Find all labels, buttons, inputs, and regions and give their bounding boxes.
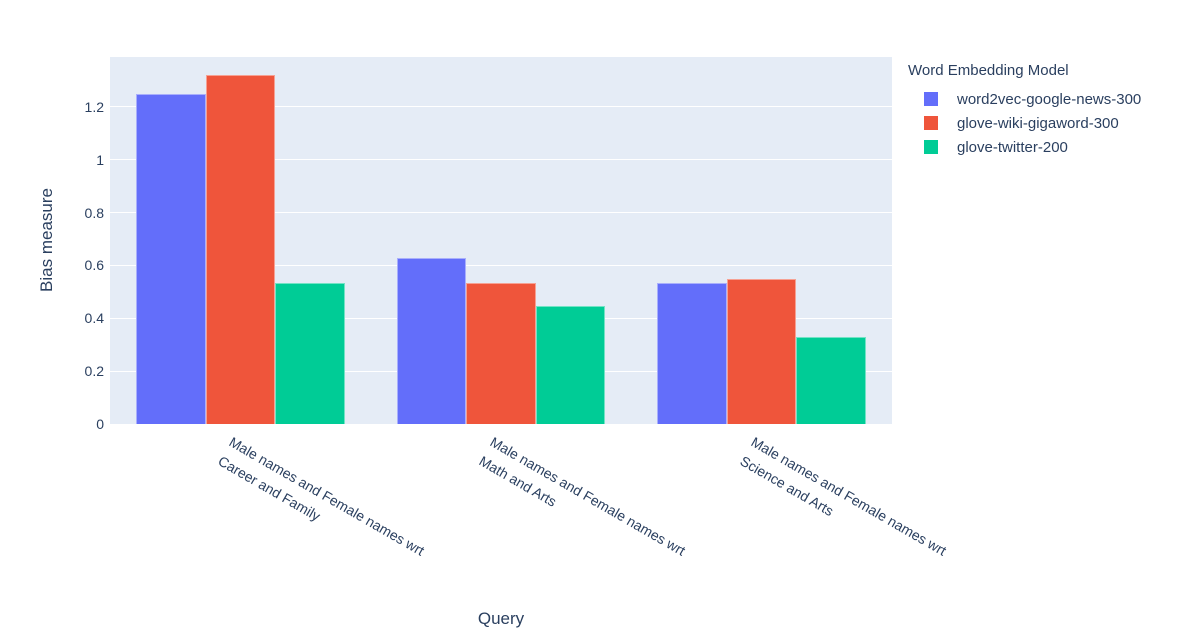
legend-item-label: glove-twitter-200	[957, 138, 1068, 156]
y-axis-title: Bias measure	[37, 188, 56, 292]
y-tick-label: 0.2	[84, 363, 104, 380]
gridline	[110, 212, 892, 214]
bar-word2vec-google-news-300-group1[interactable]	[136, 93, 206, 424]
legend-swatch-icon	[924, 92, 938, 106]
bar-word2vec-google-news-300-group3[interactable]	[657, 282, 727, 424]
legend-items: word2vec-google-news-300 glove-wiki-gigaw…	[908, 87, 1141, 159]
legend: Word Embedding Model word2vec-google-new…	[908, 62, 1141, 159]
y-tick-label: 0.8	[84, 204, 104, 221]
bar-word2vec-google-news-300-group2[interactable]	[396, 257, 467, 424]
y-tick-label: 0.4	[84, 310, 104, 327]
legend-item-label: word2vec-google-news-300	[957, 90, 1142, 108]
x-tick-label: Male names and Female names wrt Science a…	[737, 433, 949, 559]
legend-swatch-icon	[924, 140, 938, 154]
gridline	[110, 106, 892, 108]
bar-glove-twitter-200-group3[interactable]	[796, 336, 866, 424]
bar-glove-wiki-gigaword-300-group2[interactable]	[466, 282, 536, 424]
bar-glove-wiki-gigaword-300-group1[interactable]	[205, 75, 276, 424]
legend-item-glove-twitter-200[interactable]: glove-twitter-200	[908, 135, 1141, 159]
bar-glove-twitter-200-group2[interactable]	[535, 306, 606, 424]
legend-item-word2vec-google-news-300[interactable]: word2vec-google-news-300	[908, 87, 1141, 111]
x-tick-label: Male names and Female names wrt Math and …	[476, 433, 689, 559]
bar-glove-wiki-gigaword-300-group3[interactable]	[726, 279, 797, 424]
legend-item-glove-wiki-gigaword-300[interactable]: glove-wiki-gigaword-300	[908, 111, 1141, 135]
gridline	[110, 264, 892, 266]
legend-item-label: glove-wiki-gigaword-300	[957, 114, 1119, 132]
x-tick-label: Male names and Female names wrt Career an…	[215, 433, 428, 559]
plot-area[interactable]	[110, 57, 892, 424]
gridline	[110, 159, 892, 161]
bar-glove-twitter-200-group1[interactable]	[275, 282, 345, 424]
y-tick-label: 0.6	[84, 257, 104, 274]
y-tick-label: 0	[96, 416, 104, 432]
y-tick-label: 1	[96, 151, 104, 168]
legend-title: Word Embedding Model	[908, 62, 1069, 79]
legend-swatch-icon	[924, 116, 938, 130]
x-axis-title: Query	[477, 609, 525, 628]
y-tick-label: 1.2	[84, 98, 104, 115]
